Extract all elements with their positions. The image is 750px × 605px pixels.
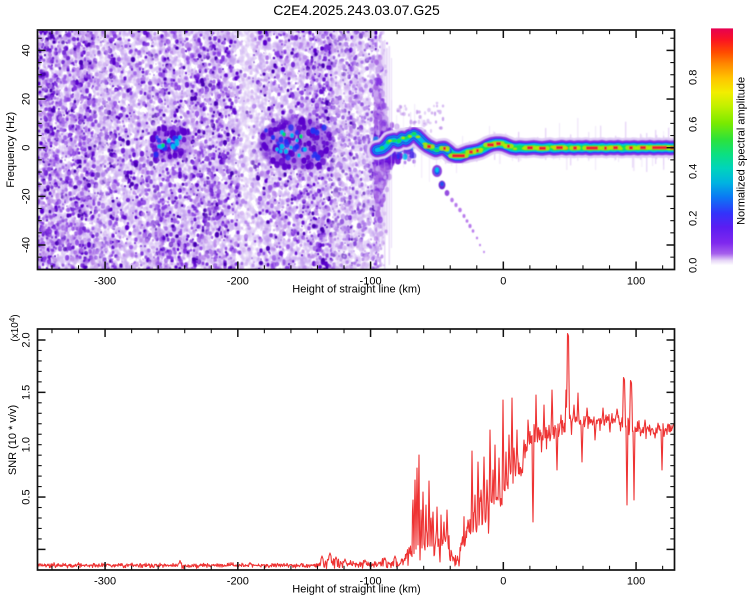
svg-text:Height of straight line (km): Height of straight line (km): [292, 584, 420, 596]
svg-text:0.0: 0.0: [688, 258, 700, 273]
svg-text:-200: -200: [227, 276, 249, 288]
svg-text:-300: -300: [94, 576, 116, 588]
svg-text:0.4: 0.4: [688, 164, 700, 179]
svg-text:0: 0: [500, 276, 506, 288]
svg-text:1.5: 1.5: [21, 385, 33, 400]
svg-text:40: 40: [21, 44, 33, 56]
svg-text:0.6: 0.6: [688, 117, 700, 132]
svg-text:-300: -300: [94, 276, 116, 288]
svg-text:1.0: 1.0: [21, 437, 33, 452]
svg-text:-100: -100: [360, 576, 382, 588]
svg-text:0.8: 0.8: [688, 70, 700, 85]
svg-text:20: 20: [21, 93, 33, 105]
svg-text:0: 0: [500, 576, 506, 588]
svg-text:100: 100: [627, 276, 645, 288]
svg-text:SNR (10 * v/v): SNR (10 * v/v): [7, 405, 19, 475]
svg-text:-20: -20: [21, 188, 33, 204]
svg-text:-40: -40: [21, 237, 33, 253]
svg-text:-200: -200: [227, 576, 249, 588]
svg-text:Height of straight line (km): Height of straight line (km): [292, 284, 420, 296]
svg-text:2.0: 2.0: [21, 332, 33, 347]
svg-text:0.2: 0.2: [688, 211, 700, 226]
svg-text:C2E4.2025.243.03.07.G25: C2E4.2025.243.03.07.G25: [273, 2, 440, 18]
svg-text:(x104): (x104): [8, 314, 21, 341]
svg-text:0: 0: [21, 145, 33, 151]
svg-text:0.5: 0.5: [21, 489, 33, 504]
svg-text:100: 100: [627, 576, 645, 588]
svg-text:Frequency (Hz): Frequency (Hz): [5, 112, 17, 188]
svg-text:Normalized spectral amplitude: Normalized spectral amplitude: [736, 77, 748, 225]
svg-text:-100: -100: [360, 276, 382, 288]
